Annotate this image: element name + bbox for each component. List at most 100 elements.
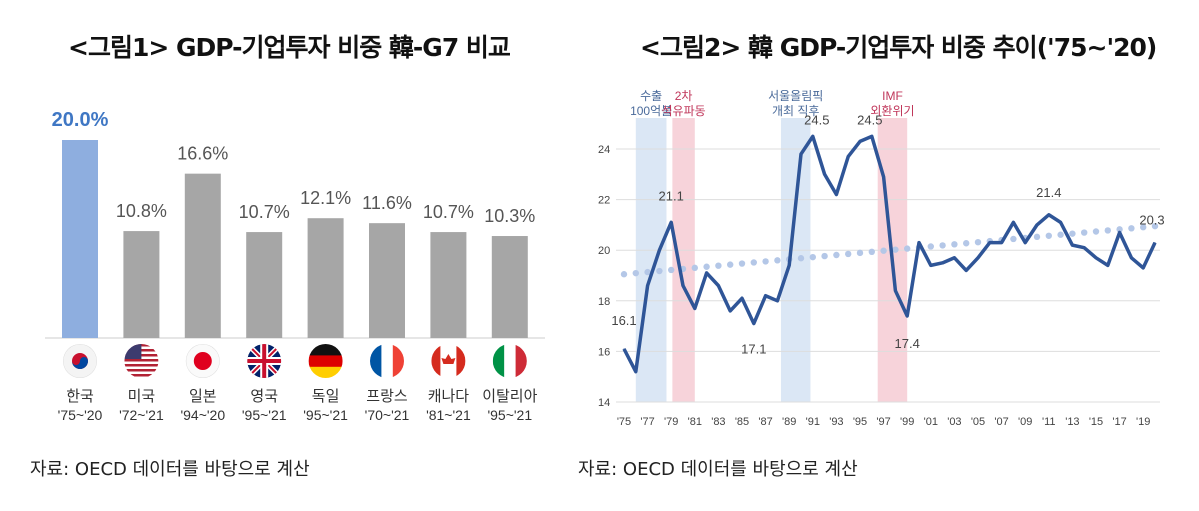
bar-value-label: 20.0% bbox=[52, 109, 109, 131]
data-point bbox=[965, 269, 967, 271]
bar-value-label: 10.7% bbox=[423, 202, 474, 222]
period-label: '94~'20 bbox=[180, 407, 225, 423]
data-label: 17.1 bbox=[741, 342, 766, 357]
data-point bbox=[706, 272, 708, 274]
data-point bbox=[894, 290, 896, 292]
data-point bbox=[1024, 242, 1026, 244]
germany-flag-icon bbox=[308, 344, 343, 378]
bar-4 bbox=[307, 218, 344, 338]
x-tick-label: '95 bbox=[853, 416, 867, 428]
trend-dot bbox=[1010, 235, 1017, 243]
japan-flag-icon bbox=[185, 344, 220, 378]
bar-7 bbox=[491, 236, 528, 338]
y-tick-label: 24 bbox=[598, 144, 610, 156]
data-point bbox=[694, 307, 696, 309]
data-point bbox=[847, 156, 849, 158]
data-point bbox=[729, 310, 731, 312]
left-source: 자료: OECD 데이터를 바탕으로 계산 bbox=[30, 459, 310, 480]
data-point bbox=[717, 285, 719, 287]
x-tick-label: '99 bbox=[900, 416, 914, 428]
trend-dot bbox=[1057, 231, 1064, 238]
x-tick-label: '93 bbox=[829, 416, 843, 428]
bar-1 bbox=[123, 231, 160, 338]
band bbox=[392, 344, 404, 378]
data-point bbox=[647, 285, 649, 287]
bar-6 bbox=[430, 232, 467, 338]
x-tick-label: '77 bbox=[640, 416, 654, 428]
data-point bbox=[635, 371, 637, 373]
trend-dot bbox=[1033, 233, 1041, 241]
data-point bbox=[977, 257, 979, 259]
data-label: 16.1 bbox=[611, 313, 636, 328]
x-tick-label: '17 bbox=[1112, 416, 1126, 428]
bar-value-label: 10.7% bbox=[239, 202, 290, 222]
y-tick-label: 14 bbox=[598, 397, 610, 409]
data-point bbox=[1142, 267, 1144, 269]
trend-dot bbox=[774, 257, 781, 264]
x-tick-label: '89 bbox=[782, 416, 796, 428]
data-point bbox=[788, 264, 790, 266]
period-annotation: 석유파동 bbox=[662, 104, 706, 118]
trend-dot bbox=[632, 269, 639, 277]
trend-dot bbox=[974, 238, 982, 246]
data-point bbox=[765, 295, 767, 297]
trend-dot bbox=[644, 268, 651, 276]
country-label: 한국 bbox=[66, 388, 94, 405]
shaded-period-1 bbox=[672, 118, 695, 402]
trend-dot bbox=[1116, 226, 1123, 233]
data-point bbox=[859, 140, 861, 142]
series-line bbox=[622, 134, 1157, 374]
period-annotation: IMF bbox=[882, 89, 903, 103]
trend-dot bbox=[738, 260, 746, 267]
korea-flag-icon bbox=[63, 344, 97, 378]
shaded-period-0 bbox=[635, 118, 667, 402]
trend-dot bbox=[845, 250, 852, 258]
period-label: '95~'21 bbox=[242, 407, 287, 423]
trend-dot bbox=[939, 242, 946, 249]
x-tick-label: '83 bbox=[711, 416, 725, 428]
bar-value-label: 11.6% bbox=[362, 193, 412, 213]
right-chart-title: <그림2> 韓 GDP-기업투자 비중 추이('75~'20) bbox=[640, 33, 1157, 62]
trend-dot bbox=[727, 261, 734, 268]
data-point bbox=[906, 315, 908, 317]
italy-flag-icon bbox=[492, 344, 527, 378]
data-point bbox=[753, 323, 755, 325]
trend-dot bbox=[715, 262, 722, 269]
data-point bbox=[1107, 264, 1109, 266]
bar-chart: 20.0% 한국 '75~'20 10.8% 미국 '72~'21 16.6% 일본 '94~'… bbox=[45, 109, 545, 423]
trend-dot bbox=[856, 249, 864, 257]
country-label: 일본 bbox=[189, 388, 217, 405]
band bbox=[370, 344, 382, 378]
data-point bbox=[1048, 214, 1050, 216]
data-point bbox=[1130, 257, 1132, 259]
data-point bbox=[1095, 257, 1097, 259]
trend-dot bbox=[750, 259, 757, 266]
data-point bbox=[1083, 247, 1085, 249]
cross-red bbox=[247, 344, 282, 378]
trend-dot bbox=[809, 253, 816, 261]
canada-flag-icon bbox=[431, 344, 466, 378]
data-point bbox=[1001, 242, 1003, 244]
x-tick-label: '01 bbox=[924, 416, 938, 428]
data-point bbox=[1012, 221, 1014, 223]
x-tick-label: '79 bbox=[664, 416, 678, 428]
trend-dot bbox=[797, 255, 805, 262]
bar-value-label: 10.8% bbox=[116, 201, 167, 221]
data-label: 21.4 bbox=[1036, 185, 1061, 200]
x-tick-label: '91 bbox=[806, 416, 820, 428]
x-tick-label: '87 bbox=[758, 416, 772, 428]
period-annotation: 서울올림픽 bbox=[768, 89, 823, 103]
trend-dot bbox=[880, 247, 887, 254]
bar-5 bbox=[369, 223, 405, 338]
period-annotation: 2차 bbox=[675, 89, 693, 103]
trend-dot bbox=[833, 251, 840, 259]
period-label: '70~'21 bbox=[365, 407, 410, 423]
period-label: '95~'21 bbox=[303, 407, 348, 423]
data-point bbox=[871, 135, 873, 137]
trend-dot bbox=[656, 267, 663, 275]
y-tick-label: 22 bbox=[598, 195, 610, 207]
x-tick-label: '19 bbox=[1136, 416, 1150, 428]
data-point bbox=[1036, 224, 1038, 226]
data-label: 24.5 bbox=[804, 112, 829, 127]
trend-dot bbox=[951, 241, 958, 248]
